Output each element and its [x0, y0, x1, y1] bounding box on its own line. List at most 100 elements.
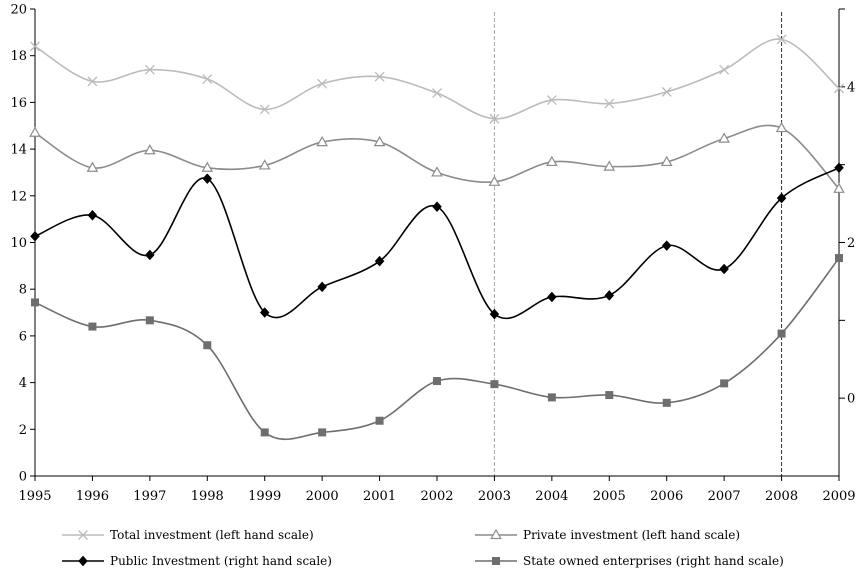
marker-stroke [30, 41, 40, 52]
left-axis-tick-label: 8 [19, 283, 27, 298]
data-point [317, 281, 327, 293]
x-axis-tick-label: 2000 [306, 489, 339, 504]
legend-swatch-marker [492, 557, 500, 565]
data-point [661, 240, 672, 251]
data-point [30, 230, 40, 242]
x-axis-tick-label: 1995 [18, 489, 51, 504]
right-axis-tick-label: 0 [847, 392, 855, 407]
x-axis-tick-label: 2002 [420, 489, 453, 504]
left-axis-tick-label: 14 [10, 143, 27, 158]
x-axis-tick-label: 1998 [191, 489, 224, 504]
legend-label: State owned enterprises (right hand scal… [523, 554, 784, 568]
data-point [374, 71, 385, 82]
x-axis-tick-label: 2008 [765, 489, 798, 504]
data-point [144, 144, 156, 155]
data-point [432, 201, 442, 213]
series-state-owned-enterprises [31, 254, 843, 441]
data-point [203, 341, 212, 350]
left-axis-tick-label: 6 [19, 329, 27, 344]
chart-axes: 0 2 4 6 8 10 12 14 16 18 2002 4 1995 1996 1997 1998 1999… [10, 3, 855, 505]
data-point [489, 308, 500, 320]
legend-swatch-marker [490, 528, 502, 540]
chart-legend: Total investment (left hand scale) Privat… [62, 528, 784, 568]
marker-stroke [78, 530, 88, 540]
data-point [88, 322, 97, 331]
x-axis-tick-label: 2003 [478, 489, 511, 504]
marker-stroke [317, 78, 328, 89]
marker-stroke [144, 64, 155, 75]
series-total-investment [30, 34, 844, 124]
data-point [547, 291, 557, 303]
left-axis-tick-label: 12 [10, 189, 27, 204]
data-point [29, 126, 41, 137]
data-point [145, 316, 154, 325]
x-axis-tick-label: 1999 [248, 489, 281, 504]
marker-stroke [776, 34, 787, 45]
data-point [86, 161, 99, 172]
legend-item-total-investment: Total investment (left hand scale) [62, 528, 314, 542]
data-point [604, 98, 615, 109]
data-point [775, 121, 788, 133]
data-point [661, 86, 672, 97]
series-line [34, 167, 840, 320]
left-axis-tick-label: 16 [10, 96, 27, 111]
series-line [34, 38, 840, 120]
data-point [431, 166, 443, 177]
series-private-investment [29, 121, 845, 193]
data-point [259, 104, 270, 115]
legend-label: Total investment (left hand scale) [110, 528, 314, 542]
data-point [432, 88, 442, 99]
data-point [317, 78, 328, 89]
data-point [260, 428, 269, 437]
data-point [488, 175, 501, 186]
series-public-investment [30, 162, 844, 320]
data-point [777, 329, 786, 338]
data-point [834, 162, 844, 174]
data-point [373, 135, 386, 147]
left-axis-tick-label: 18 [10, 49, 27, 64]
data-point [201, 161, 214, 172]
data-point [259, 307, 270, 318]
data-point [547, 393, 556, 402]
data-point [605, 391, 614, 400]
series-line [34, 124, 840, 190]
data-point [776, 34, 787, 45]
data-point [375, 416, 384, 425]
data-point [604, 290, 615, 301]
data-point [489, 113, 500, 124]
left-axis-tick-label: 4 [19, 376, 27, 391]
data-point [546, 155, 558, 167]
left-axis-tick-label: 10 [10, 236, 27, 251]
data-point [87, 76, 98, 87]
marker-stroke [489, 113, 500, 124]
data-point [202, 173, 213, 185]
x-axis-tick-label: 2004 [535, 489, 568, 504]
legend-label: Public Investment (right hand scale) [110, 554, 332, 568]
marker-stroke [834, 83, 844, 94]
marker-stroke [719, 64, 730, 75]
vertical-marker-lines [493, 12, 783, 476]
data-point [144, 64, 155, 75]
data-point [374, 255, 385, 267]
marker-stroke [87, 76, 98, 87]
data-point [202, 74, 213, 85]
data-point [258, 159, 271, 170]
data-point [719, 263, 729, 275]
data-point [720, 379, 729, 388]
right-axis-tick-label: 4 [847, 80, 855, 95]
marker-stroke [604, 98, 615, 109]
data-point [490, 380, 499, 389]
data-point [776, 192, 787, 204]
data-point [30, 41, 40, 52]
data-point [835, 254, 843, 263]
x-axis-tick-label: 2007 [708, 489, 741, 504]
series-line [34, 257, 840, 441]
x-axis-tick-label: 1997 [133, 489, 166, 504]
data-point [433, 377, 441, 386]
data-point [660, 155, 673, 167]
x-axis-tick-label: 1996 [76, 489, 109, 504]
marker-stroke [546, 95, 557, 106]
right-axis-tick-label: 2 [847, 236, 855, 251]
data-point [833, 182, 845, 193]
